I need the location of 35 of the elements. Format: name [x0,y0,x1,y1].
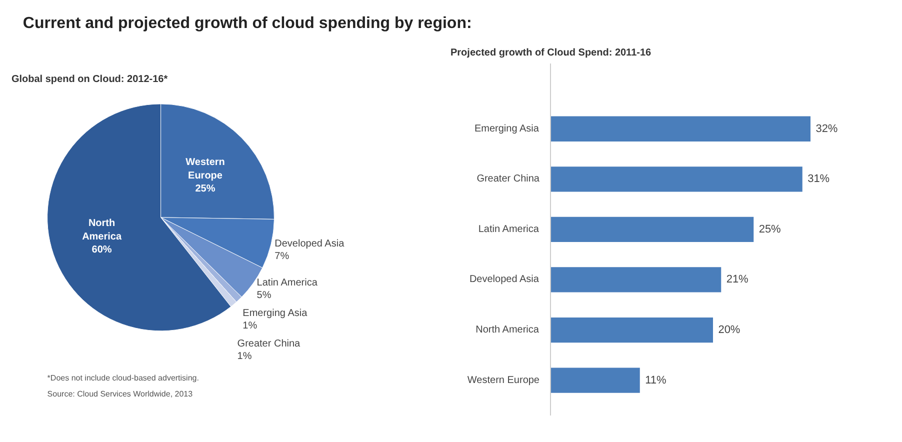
slice-label: Developed Asia [274,238,345,250]
data-label: 21% [726,274,749,286]
y-tick-label: Developed Asia [469,274,540,286]
bar [550,368,640,393]
bar [550,267,722,292]
slice-label: Greater China [237,338,301,350]
data-label: 60% [92,244,112,256]
y-tick-label: Greater China [476,174,540,185]
slice-label: Latin America [256,277,318,288]
text: *Does not include cloud-based advertising. [47,374,199,383]
slice-label: Emerging Asia [242,308,308,319]
y-tick-label: Western Europe [467,374,540,386]
slice-label: North America [82,218,122,242]
y-tick-label: Latin America [478,224,540,235]
data-label: 31% [808,173,830,186]
data-label: 1% [237,350,252,362]
data-label: 5% [256,290,272,301]
data-label: 25% [195,184,216,195]
chart-title: Current and projected growth of cloud spending by region: [22,15,472,32]
source-note: Source: Cloud Services Worldwide, 2013 [47,389,194,398]
bar [550,116,810,142]
data-label: 32% [816,122,838,135]
data-label: 7% [274,250,290,262]
y-tick-label: Emerging Asia [474,123,540,134]
data-label: 1% [242,320,258,332]
chart-subtitle: Projected growth of Cloud Spend: 2011-16 [450,48,652,58]
data-label: 25% [758,223,782,236]
bar [550,216,754,242]
y-tick-label: North America [476,324,540,336]
slice-label: Western Europe [186,157,225,182]
data-label: 20% [718,324,740,336]
bar [550,317,713,343]
bar [550,166,802,192]
chart-subtitle: Global spend on Cloud: 2012-16* [11,74,168,85]
data-label: 11% [645,374,666,386]
